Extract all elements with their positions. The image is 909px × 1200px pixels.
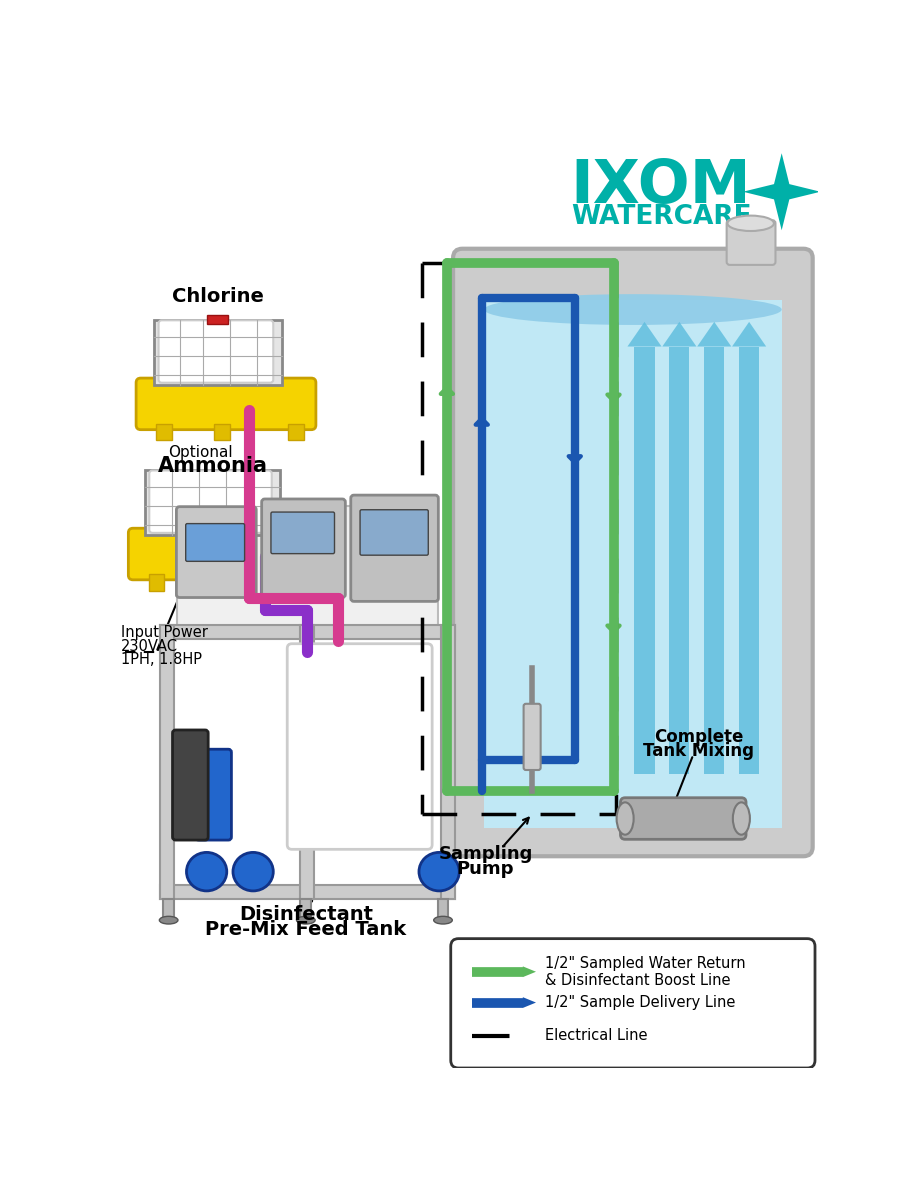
- Text: 230VAC: 230VAC: [122, 638, 178, 654]
- Text: 1/2" Sampled Water Return
& Disinfectant Boost Line: 1/2" Sampled Water Return & Disinfectant…: [544, 955, 745, 988]
- Text: Chlorine: Chlorine: [173, 287, 265, 306]
- Bar: [704, 347, 724, 774]
- FancyBboxPatch shape: [149, 470, 272, 533]
- FancyBboxPatch shape: [173, 730, 208, 840]
- FancyBboxPatch shape: [726, 221, 775, 265]
- Polygon shape: [523, 966, 536, 977]
- Bar: [634, 347, 654, 774]
- Bar: [156, 424, 172, 440]
- Ellipse shape: [727, 216, 774, 232]
- Ellipse shape: [484, 294, 782, 325]
- FancyBboxPatch shape: [271, 512, 335, 553]
- Ellipse shape: [434, 917, 453, 924]
- Ellipse shape: [159, 917, 178, 924]
- Bar: [484, 300, 782, 828]
- FancyBboxPatch shape: [453, 248, 813, 857]
- Text: Tank Mixing: Tank Mixing: [644, 742, 754, 760]
- Bar: [160, 625, 454, 640]
- Bar: [177, 506, 437, 632]
- Text: WATERCARE: WATERCARE: [571, 204, 752, 230]
- FancyBboxPatch shape: [524, 703, 541, 770]
- FancyBboxPatch shape: [351, 496, 438, 601]
- Bar: [160, 625, 175, 899]
- FancyBboxPatch shape: [262, 499, 345, 598]
- Bar: [288, 424, 304, 440]
- Polygon shape: [732, 322, 766, 347]
- Bar: [669, 347, 689, 774]
- FancyBboxPatch shape: [145, 469, 280, 535]
- Ellipse shape: [296, 917, 315, 924]
- FancyBboxPatch shape: [185, 523, 245, 562]
- FancyBboxPatch shape: [128, 528, 316, 580]
- Bar: [300, 899, 311, 920]
- Text: Disinfectant: Disinfectant: [239, 905, 373, 924]
- Ellipse shape: [616, 803, 634, 835]
- Text: 1PH, 1.8HP: 1PH, 1.8HP: [122, 652, 203, 667]
- FancyBboxPatch shape: [360, 510, 428, 556]
- Bar: [300, 625, 315, 899]
- Text: Pump: Pump: [457, 860, 514, 878]
- FancyBboxPatch shape: [621, 798, 746, 839]
- Bar: [160, 884, 454, 899]
- FancyBboxPatch shape: [287, 643, 432, 850]
- Bar: [441, 625, 454, 899]
- FancyBboxPatch shape: [136, 378, 316, 430]
- Polygon shape: [627, 322, 662, 347]
- Text: Sampling: Sampling: [438, 845, 533, 863]
- Ellipse shape: [186, 852, 226, 890]
- Text: Pre-Mix Feed Tank: Pre-Mix Feed Tank: [205, 920, 406, 938]
- Bar: [437, 899, 448, 920]
- Text: Ammonia: Ammonia: [158, 456, 268, 476]
- Bar: [148, 574, 164, 590]
- FancyBboxPatch shape: [158, 320, 274, 383]
- Text: Complete: Complete: [654, 728, 744, 746]
- Ellipse shape: [233, 852, 274, 890]
- Bar: [211, 574, 226, 590]
- Text: IXOM: IXOM: [571, 157, 752, 216]
- FancyBboxPatch shape: [176, 506, 256, 598]
- FancyBboxPatch shape: [154, 319, 282, 385]
- Polygon shape: [663, 322, 696, 347]
- FancyBboxPatch shape: [451, 938, 815, 1068]
- FancyBboxPatch shape: [195, 749, 232, 840]
- Text: 1/2" Sample Delivery Line: 1/2" Sample Delivery Line: [544, 995, 734, 1010]
- Bar: [215, 424, 230, 440]
- Bar: [292, 574, 307, 590]
- Text: Electrical Line: Electrical Line: [544, 1028, 647, 1043]
- Text: Optional: Optional: [168, 444, 233, 460]
- Text: Input Power: Input Power: [122, 625, 208, 641]
- Bar: [206, 314, 228, 324]
- Polygon shape: [523, 997, 536, 1008]
- Bar: [164, 899, 175, 920]
- Polygon shape: [743, 154, 821, 230]
- Ellipse shape: [733, 803, 750, 835]
- Bar: [739, 347, 759, 774]
- Polygon shape: [697, 322, 732, 347]
- Ellipse shape: [419, 852, 459, 890]
